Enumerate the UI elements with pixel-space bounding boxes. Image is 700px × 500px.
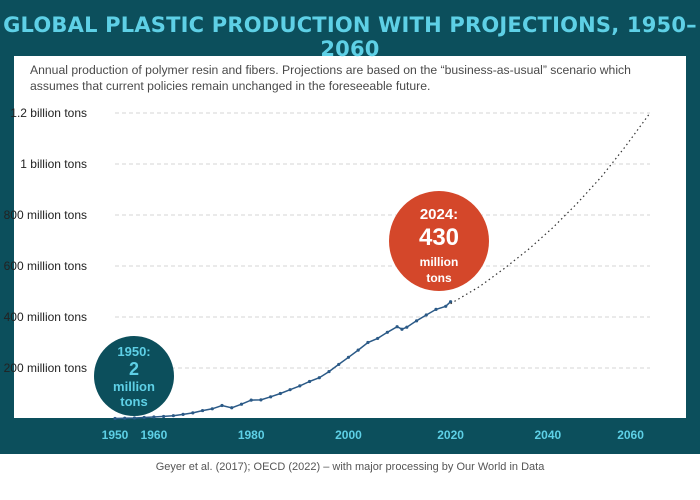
projection-line xyxy=(450,112,651,305)
data-point xyxy=(327,369,331,374)
data-point xyxy=(385,330,389,334)
data-point xyxy=(181,412,185,417)
y-tick-label: 400 million tons xyxy=(4,310,87,324)
data-point xyxy=(259,398,263,402)
callout-2024-circle xyxy=(389,191,489,291)
y-tick-label: 200 million tons xyxy=(4,361,87,375)
data-point xyxy=(298,384,302,388)
data-point xyxy=(288,388,292,392)
data-point xyxy=(152,415,156,419)
x-axis-ticks: 1950 1960 1980 2000 2020 2040 2060 xyxy=(102,428,645,442)
callout-2024-value: 430 xyxy=(419,224,459,251)
callout-1950: 1950: 2 million tons xyxy=(94,336,174,416)
data-point xyxy=(278,391,282,396)
data-point xyxy=(356,348,360,352)
y-tick-label: 1 billion tons xyxy=(20,157,87,171)
data-point xyxy=(269,395,273,399)
callout-1950-unit-1: million xyxy=(113,379,155,394)
data-point xyxy=(210,407,214,411)
title-bar xyxy=(0,0,700,56)
data-point xyxy=(191,411,195,415)
data-point xyxy=(366,340,370,345)
y-tick-label: 1.2 billion tons xyxy=(10,106,87,120)
y-tick-label: 800 million tons xyxy=(4,208,87,222)
x-tick-label: 2000 xyxy=(335,428,362,442)
data-point xyxy=(434,307,438,311)
callout-1950-year: 1950: xyxy=(117,344,150,359)
x-tick-label: 2060 xyxy=(617,428,644,442)
x-tick-label: 1980 xyxy=(238,428,265,442)
data-point xyxy=(346,355,351,359)
callout-1950-value: 2 xyxy=(129,359,139,379)
data-point xyxy=(307,379,312,384)
callout-2024-unit-2: tons xyxy=(426,271,452,285)
source-note: Geyer et al. (2017); OECD (2022) – with … xyxy=(155,461,545,473)
data-point xyxy=(317,376,321,380)
data-point xyxy=(200,408,205,413)
data-series xyxy=(113,112,651,421)
data-point xyxy=(400,327,404,331)
data-point xyxy=(444,304,448,308)
callout-2024-year: 2024: xyxy=(420,206,458,223)
gridlines xyxy=(115,112,650,369)
data-point xyxy=(132,416,137,420)
callout-1950-unit-2: tons xyxy=(120,394,147,409)
data-point xyxy=(113,416,117,421)
data-point xyxy=(448,300,453,304)
data-point xyxy=(220,403,224,408)
y-axis-ticks: 200 million tons 400 million tons 600 mill… xyxy=(4,106,87,375)
x-tick-label: 1960 xyxy=(141,428,168,442)
right-border xyxy=(686,56,700,454)
x-axis-band xyxy=(0,418,700,454)
data-point xyxy=(337,362,341,367)
data-point xyxy=(142,415,146,420)
data-point xyxy=(249,398,253,402)
data-point xyxy=(239,402,244,406)
x-tick-label: 2020 xyxy=(437,428,464,442)
chart-subtitle: Annual production of polymer resin and f… xyxy=(30,63,631,93)
x-tick-label: 2040 xyxy=(535,428,562,442)
left-border xyxy=(0,56,14,454)
callout-2024-unit-1: million xyxy=(420,255,459,269)
callout-2024: 2024: 430 million tons xyxy=(389,191,489,291)
data-point xyxy=(414,319,419,323)
x-tick-label: 1950 xyxy=(102,428,129,442)
data-point xyxy=(424,313,428,317)
data-point xyxy=(230,406,234,410)
data-point xyxy=(395,325,399,329)
chart-title: GLOBAL PLASTIC PRODUCTION WITH PROJECTIO… xyxy=(3,13,697,61)
data-point xyxy=(171,414,175,418)
data-point xyxy=(376,336,380,341)
y-tick-label: 600 million tons xyxy=(4,259,87,273)
data-point xyxy=(162,414,166,419)
data-point xyxy=(405,325,409,329)
data-point xyxy=(123,416,127,420)
callout-1950-circle xyxy=(94,336,174,416)
